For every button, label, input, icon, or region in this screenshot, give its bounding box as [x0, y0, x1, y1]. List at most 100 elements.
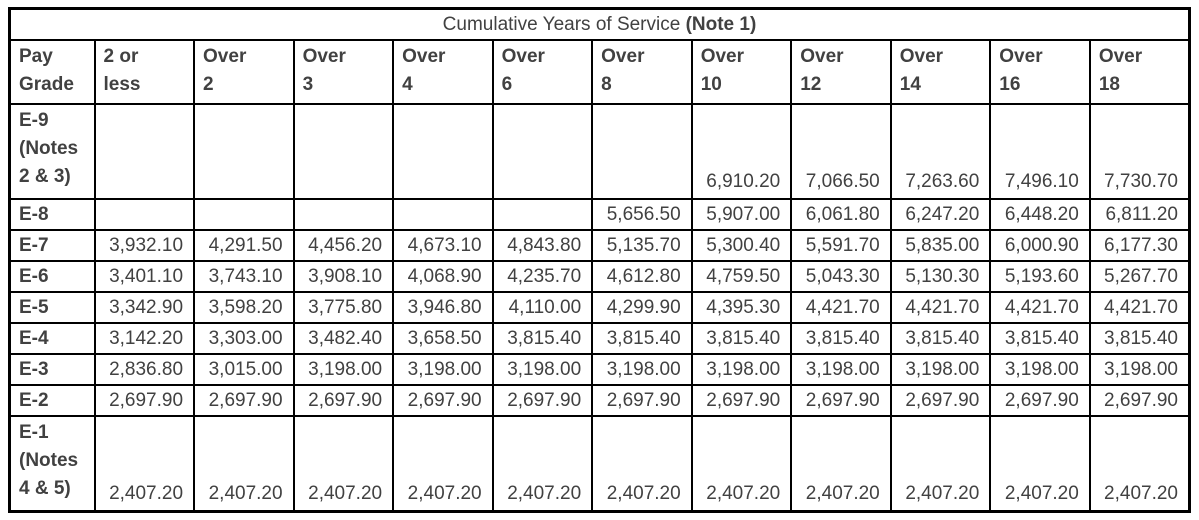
table-title-text: Cumulative Years of Service — [442, 13, 681, 35]
pay-rate-cell: 3,743.10 — [193, 260, 295, 293]
row-label-e-7: E-7 — [8, 229, 96, 262]
pay-grade-row-e-8: E-8 5,656.50 5,907.00 6,061.80 6,247.20 6,448… — [8, 198, 1191, 231]
pay-rate-cell: 4,299.90 — [591, 291, 693, 324]
pay-rate-cell: 3,815.40 — [1088, 322, 1191, 355]
pay-rate-cell: 7,066.50 — [790, 103, 892, 200]
title-row: Cumulative Years of Service (Note 1) — [8, 7, 1191, 41]
pay-rate-cell: 5,043.30 — [790, 260, 892, 293]
empty-cell — [93, 103, 196, 200]
pay-rate-cell: 3,815.40 — [591, 322, 693, 355]
row-label-e-3: E-3 — [8, 353, 96, 386]
empty-cell — [392, 198, 494, 231]
pay-rate-cell: 2,407.20 — [591, 415, 693, 513]
column-header-row: Pay Grade 2 or less Over 2 Over 3 Over 4 Over 6 Over… — [8, 39, 1191, 105]
pay-rate-cell: 2,697.90 — [790, 384, 892, 417]
table-title-note: (Note 1) — [685, 13, 757, 35]
pay-rate-cell: 4,456.20 — [292, 229, 395, 262]
empty-cell — [491, 103, 594, 200]
pay-rate-cell: 3,198.00 — [292, 353, 395, 386]
pay-rate-cell: 5,656.50 — [591, 198, 693, 231]
pay-rate-cell: 3,908.10 — [292, 260, 395, 293]
pay-rate-cell: 3,482.40 — [292, 322, 395, 355]
pay-rate-cell: 3,946.80 — [392, 291, 494, 324]
pay-rate-cell: 2,697.90 — [392, 384, 494, 417]
pay-rate-cell: 4,110.00 — [491, 291, 594, 324]
column-header-over-6: Over 6 — [491, 39, 594, 105]
row-label-e-5: E-5 — [8, 291, 96, 324]
pay-rate-cell: 2,407.20 — [790, 415, 892, 513]
column-header-2-or-less: 2 or less — [93, 39, 196, 105]
column-header-over-10: Over 10 — [690, 39, 793, 105]
pay-grade-row-e-4: E-4 3,142.20 3,303.00 3,482.40 3,658.50 3,815… — [8, 322, 1191, 355]
pay-grade-row-e-5: E-5 3,342.90 3,598.20 3,775.80 3,946.80 4,110… — [8, 291, 1191, 324]
empty-cell — [491, 198, 594, 231]
pay-rate-cell: 3,815.40 — [690, 322, 793, 355]
pay-rate-cell: 2,407.20 — [491, 415, 594, 513]
pay-rate-cell: 2,836.80 — [93, 353, 196, 386]
pay-rate-cell: 4,291.50 — [193, 229, 295, 262]
pay-rate-cell: 5,267.70 — [1088, 260, 1191, 293]
pay-rate-cell: 3,198.00 — [889, 353, 992, 386]
pay-rate-cell: 3,658.50 — [392, 322, 494, 355]
pay-rate-cell: 5,300.40 — [690, 229, 793, 262]
pay-rate-cell: 7,730.70 — [1088, 103, 1191, 200]
pay-rate-cell: 4,395.30 — [690, 291, 793, 324]
empty-cell — [292, 198, 395, 231]
pay-rate-cell: 3,775.80 — [292, 291, 395, 324]
pay-rate-cell: 3,815.40 — [491, 322, 594, 355]
pay-rate-cell: 2,697.90 — [690, 384, 793, 417]
pay-rate-cell: 2,407.20 — [690, 415, 793, 513]
column-header-over-12: Over 12 — [790, 39, 892, 105]
pay-rate-cell: 6,811.20 — [1088, 198, 1191, 231]
pay-rate-cell: 4,843.80 — [491, 229, 594, 262]
empty-cell — [292, 103, 395, 200]
column-header-pay-grade: Pay Grade — [8, 39, 96, 105]
column-header-over-8: Over 8 — [591, 39, 693, 105]
pay-rate-cell: 5,907.00 — [690, 198, 793, 231]
pay-rate-cell: 4,673.10 — [392, 229, 494, 262]
pay-rate-cell: 3,198.00 — [491, 353, 594, 386]
pay-rate-cell: 2,407.20 — [292, 415, 395, 513]
column-header-over-18: Over 18 — [1088, 39, 1191, 105]
empty-cell — [93, 198, 196, 231]
pay-rate-cell: 4,759.50 — [690, 260, 793, 293]
pay-rate-cell: 3,142.20 — [93, 322, 196, 355]
pay-rate-cell: 3,198.00 — [690, 353, 793, 386]
pay-rate-cell: 2,697.90 — [889, 384, 992, 417]
empty-cell — [193, 198, 295, 231]
column-header-over-2: Over 2 — [193, 39, 295, 105]
pay-rate-cell: 7,263.60 — [889, 103, 992, 200]
row-label-e-8: E-8 — [8, 198, 96, 231]
pay-rate-cell: 6,061.80 — [790, 198, 892, 231]
empty-cell — [193, 103, 295, 200]
pay-rate-cell: 5,135.70 — [591, 229, 693, 262]
pay-rate-cell: 2,407.20 — [392, 415, 494, 513]
pay-rate-cell: 2,407.20 — [989, 415, 1091, 513]
pay-rate-cell: 2,697.90 — [93, 384, 196, 417]
pay-rate-cell: 2,697.90 — [591, 384, 693, 417]
row-label-e-2: E-2 — [8, 384, 96, 417]
pay-grade-row-e-2: E-2 2,697.90 2,697.90 2,697.90 2,697.90 2,697… — [8, 384, 1191, 417]
pay-rate-cell: 2,697.90 — [989, 384, 1091, 417]
row-label-e-9: E-9 (Notes 2 & 3) — [8, 103, 96, 200]
pay-rate-cell: 5,835.00 — [889, 229, 992, 262]
pay-rate-cell: 4,421.70 — [989, 291, 1091, 324]
pay-rate-cell: 4,612.80 — [591, 260, 693, 293]
pay-rate-cell: 3,198.00 — [790, 353, 892, 386]
pay-grade-row-e-7: E-7 3,932.10 4,291.50 4,456.20 4,673.10 4,843… — [8, 229, 1191, 262]
pay-rate-cell: 4,421.70 — [790, 291, 892, 324]
pay-rate-cell: 3,303.00 — [193, 322, 295, 355]
pay-rate-cell: 3,598.20 — [193, 291, 295, 324]
pay-rate-cell: 3,015.00 — [193, 353, 295, 386]
pay-grade-row-e-9: E-9 (Notes 2 & 3) 6,910.20 7,066.50 7,263.60 7… — [8, 103, 1191, 200]
pay-rate-cell: 5,193.60 — [989, 260, 1091, 293]
pay-rate-cell: 2,697.90 — [491, 384, 594, 417]
pay-rate-cell: 5,591.70 — [790, 229, 892, 262]
pay-rate-cell: 2,697.90 — [193, 384, 295, 417]
row-label-e-6: E-6 — [8, 260, 96, 293]
pay-rate-cell: 3,932.10 — [93, 229, 196, 262]
pay-rate-cell: 3,198.00 — [392, 353, 494, 386]
pay-rate-cell: 2,407.20 — [889, 415, 992, 513]
column-header-over-16: Over 16 — [989, 39, 1091, 105]
column-header-over-3: Over 3 — [292, 39, 395, 105]
